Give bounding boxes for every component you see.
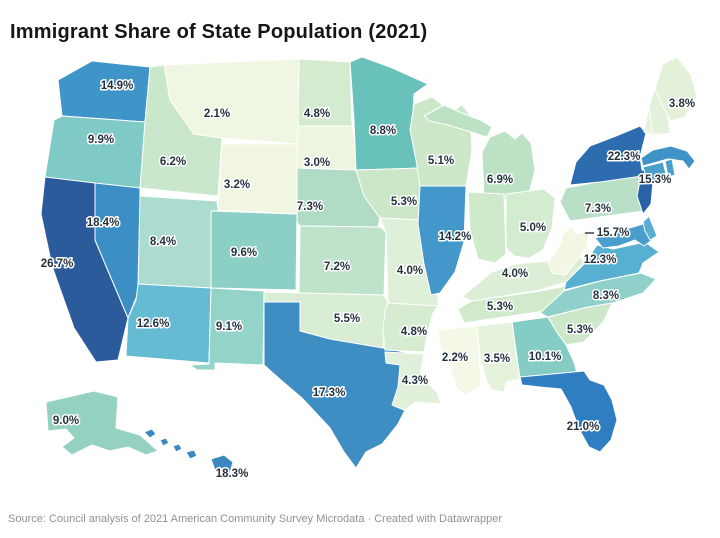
value-label-il: 14.2% (439, 231, 472, 243)
value-label-oh: 5.0% (520, 222, 546, 234)
value-label-tn: 5.3% (487, 301, 513, 313)
value-label-ks: 7.2% (324, 261, 350, 273)
value-label-ut: 8.4% (150, 236, 176, 248)
state-wv[interactable] (547, 225, 590, 276)
value-label-ca: 26.7% (41, 258, 74, 270)
value-label-nm: 9.1% (216, 321, 242, 333)
state-me[interactable] (654, 56, 698, 122)
state-ar[interactable] (382, 302, 439, 353)
state-nv[interactable] (94, 182, 141, 319)
value-label-ia: 5.3% (391, 196, 417, 208)
state-ri[interactable] (664, 158, 676, 178)
value-label-wy: 3.2% (224, 179, 250, 191)
value-label-sc: 5.3% (567, 324, 593, 336)
value-label-sd: 3.0% (304, 157, 330, 169)
value-label-mi: 6.9% (487, 174, 513, 186)
state-in[interactable] (467, 191, 507, 264)
state-nh[interactable] (648, 88, 671, 136)
value-label-nc: 8.3% (593, 290, 619, 302)
value-label-tx: 17.3% (313, 387, 346, 399)
state-la[interactable] (384, 351, 442, 411)
state-al[interactable] (476, 321, 521, 393)
value-label-va: 12.3% (584, 254, 617, 266)
value-label-wa: 14.9% (101, 80, 134, 92)
value-label-pa: 7.3% (585, 203, 611, 215)
state-fl[interactable] (519, 370, 618, 453)
value-label-fl: 21.0% (567, 421, 600, 433)
state-co[interactable] (210, 210, 298, 291)
value-label-ct: 15.3% (639, 174, 672, 186)
value-label-ny: 22.3% (608, 151, 641, 163)
value-label-ak: 9.0% (53, 415, 79, 427)
value-label-ok: 5.5% (334, 313, 360, 325)
state-oh[interactable] (505, 188, 556, 259)
state-ny[interactable] (569, 125, 662, 186)
value-labels-layer: 14.9% 9.9% 26.7% 18.4% 6.2% 2.1% 3.2% 8.4% 12.6%… (39, 79, 696, 482)
value-label-me: 3.8% (669, 98, 695, 110)
value-label-mo: 4.0% (397, 265, 423, 277)
state-hi[interactable] (143, 428, 234, 477)
value-label-hi: 18.3% (216, 468, 249, 480)
states-layer (40, 56, 698, 477)
value-label-la: 4.3% (402, 375, 428, 387)
state-ct[interactable] (642, 161, 668, 183)
value-label-ne: 7.3% (297, 201, 323, 213)
source-attribution: Source: Council analysis of 2021 America… (8, 513, 502, 525)
value-label-co: 9.6% (231, 247, 257, 259)
state-de[interactable] (642, 215, 658, 241)
value-label-mn: 8.8% (370, 125, 396, 137)
value-label-az: 12.6% (137, 318, 170, 330)
value-label-ms: 2.2% (442, 352, 468, 364)
page-title: Immigrant Share of State Population (202… (10, 21, 428, 44)
value-label-ga: 10.1% (529, 351, 562, 363)
value-label-id: 6.2% (160, 156, 186, 168)
state-ma[interactable] (640, 145, 696, 170)
value-label-ky: 4.0% (502, 268, 528, 280)
state-il[interactable] (417, 185, 467, 296)
value-label-al: 3.5% (484, 353, 510, 365)
value-label-nv: 18.4% (87, 217, 120, 229)
value-label-md: 15.7% (597, 227, 630, 239)
state-ks[interactable] (298, 225, 387, 296)
value-label-mt: 2.1% (204, 108, 230, 120)
value-label-nd: 4.8% (304, 108, 330, 120)
value-label-wi: 5.1% (428, 155, 454, 167)
value-label-or: 9.9% (88, 134, 114, 146)
value-label-ar: 4.8% (401, 326, 427, 338)
state-ak[interactable] (45, 390, 159, 456)
state-tx[interactable] (263, 301, 411, 469)
